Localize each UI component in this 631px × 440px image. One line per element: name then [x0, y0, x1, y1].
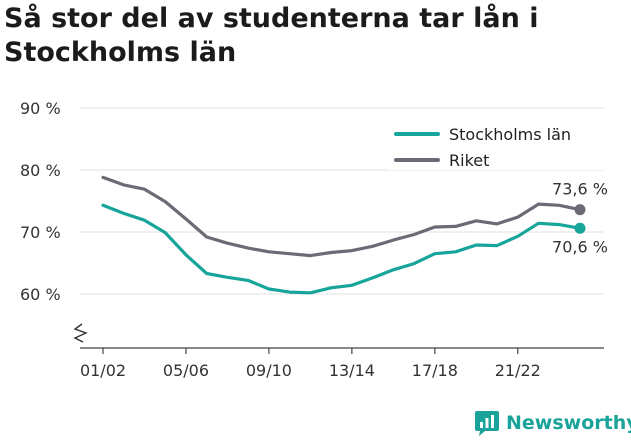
axis-break-icon — [73, 323, 88, 343]
legend-label: Riket — [449, 151, 489, 170]
series-end-point-riket — [574, 204, 586, 216]
x-tick-label: 21/22 — [495, 361, 541, 380]
end-label-stockholm: 70,6 % — [552, 237, 608, 256]
series-line-stockholms-l-n — [101, 203, 582, 295]
x-tick-label: 09/10 — [246, 361, 292, 380]
chart-title: Så stor del av studenterna tar lån i Sto… — [4, 3, 539, 68]
series-line-riket — [101, 175, 582, 258]
legend-label: Stockholms län — [449, 125, 571, 144]
legend: Stockholms län Riket — [388, 118, 610, 170]
y-tick-label: 60 % — [20, 285, 61, 304]
series-end-point-stockholms-l-n — [574, 222, 586, 234]
x-tick-label: 01/02 — [80, 361, 126, 380]
end-labels: 73,6 % 70,6 % — [552, 180, 608, 257]
y-tick-label: 70 % — [20, 223, 61, 242]
end-label-riket: 73,6 % — [552, 180, 608, 199]
x-tick-label: 17/18 — [412, 361, 458, 380]
y-axis-ticks: 60 % 70 % 80 % 90 % — [20, 99, 61, 304]
y-tick-label: 80 % — [20, 161, 61, 180]
x-tick-label: 05/06 — [163, 361, 209, 380]
x-axis — [73, 323, 604, 349]
brand-name: Newsworthy — [506, 412, 631, 434]
newsworthy-logo-icon — [475, 411, 499, 436]
series-lines — [101, 175, 586, 295]
y-tick-label: 90 % — [20, 99, 61, 118]
brand-logo[interactable]: Newsworthy — [474, 406, 631, 440]
x-tick-label: 13/14 — [329, 361, 375, 380]
x-axis-ticks: 01/02 05/06 09/10 13/14 17/18 21/22 — [80, 348, 541, 380]
